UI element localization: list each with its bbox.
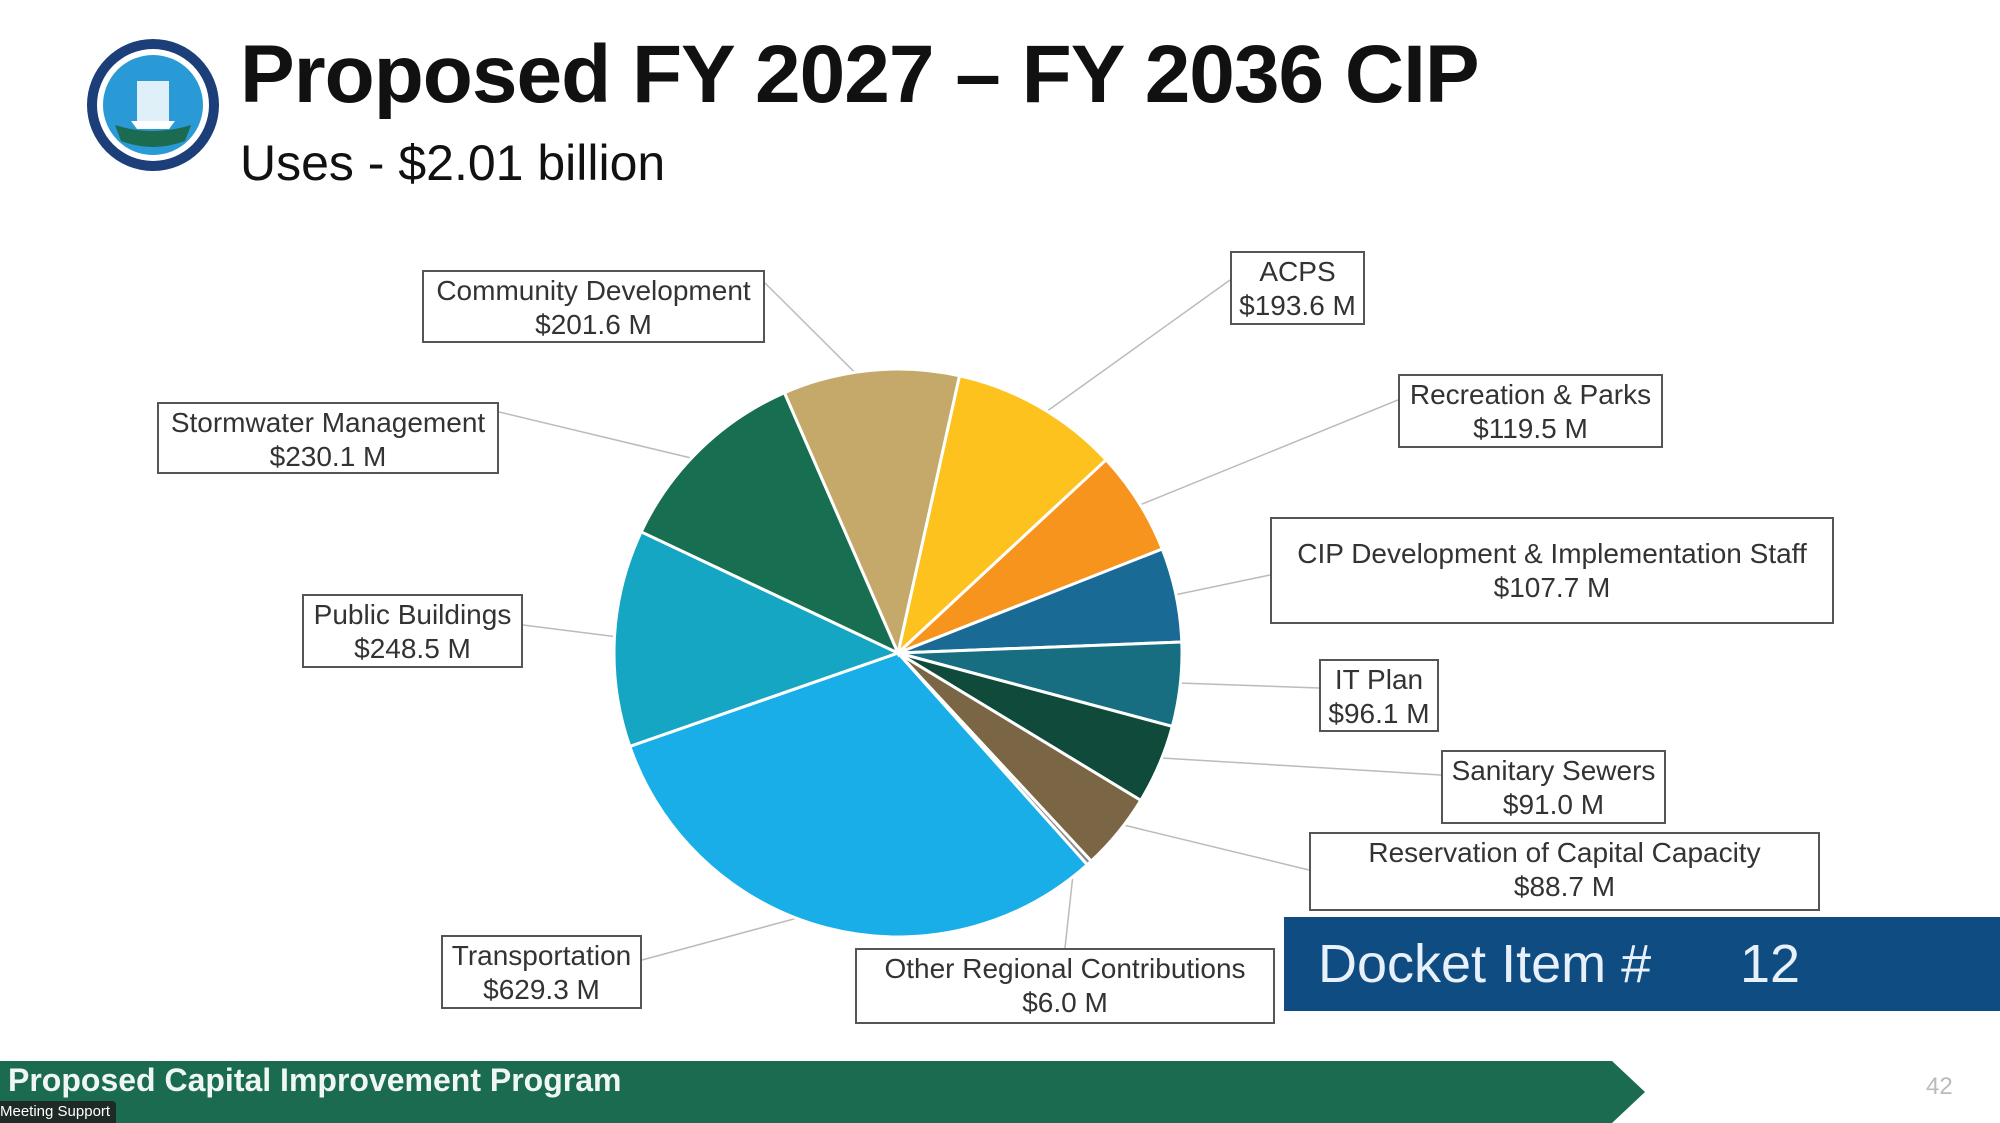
data-label: Stormwater Management $230.1 M bbox=[157, 402, 499, 474]
data-label-name: Other Regional Contributions bbox=[884, 953, 1246, 984]
page-subtitle: Uses - $2.01 billion bbox=[240, 135, 666, 191]
pie-slice-community-development bbox=[782, 367, 962, 658]
data-label-value: $91.0 M bbox=[1502, 789, 1605, 820]
data-label: Reservation of Capital Capacity $88.7 M bbox=[1309, 832, 1820, 911]
docket-label: Docket Item # bbox=[1318, 934, 1652, 994]
leader-line bbox=[1028, 279, 1231, 425]
data-label-name: Recreation & Parks bbox=[1409, 379, 1652, 410]
data-label: Other Regional Contributions $6.0 M bbox=[855, 948, 1275, 1024]
docket-number: 12 bbox=[1740, 934, 1801, 994]
data-label-value: $248.5 M bbox=[354, 633, 471, 664]
leader-line bbox=[1102, 819, 1310, 871]
data-label: ACPS $193.6 M bbox=[1230, 251, 1365, 325]
data-label-name: IT Plan bbox=[1334, 664, 1424, 695]
leader-line bbox=[1140, 755, 1442, 776]
data-label: Community Development $201.6 M bbox=[422, 270, 765, 343]
pie-slice-stormwater-management bbox=[639, 390, 901, 657]
data-label: Public Buildings $248.5 M bbox=[302, 594, 523, 668]
pie-slice-public-buildings bbox=[612, 529, 902, 749]
pie-slice-transportation bbox=[627, 651, 1090, 939]
data-label-value: $6.0 M bbox=[1022, 987, 1108, 1018]
data-label: CIP Development & Implementation Staff $1… bbox=[1270, 517, 1834, 624]
data-label-value: $88.7 M bbox=[1513, 871, 1616, 902]
data-label-name: Community Development bbox=[436, 275, 751, 306]
meeting-support-tag: Meeting Support bbox=[0, 1101, 117, 1123]
leader-line bbox=[1160, 681, 1320, 689]
data-label: Recreation & Parks $119.5 M bbox=[1398, 374, 1663, 448]
data-label: Sanitary Sewers $91.0 M bbox=[1441, 750, 1666, 824]
docket-item-overlay: Docket Item # 12 bbox=[1284, 917, 2000, 1011]
leader-line bbox=[498, 411, 715, 465]
data-label-name: Transportation bbox=[451, 940, 632, 971]
city-seal-logo bbox=[87, 39, 219, 171]
data-label-name: Public Buildings bbox=[313, 599, 512, 630]
footer-banner-text: Proposed Capital Improvement Program bbox=[8, 1062, 622, 1098]
data-label-name: CIP Development & Implementation Staff bbox=[1297, 538, 1807, 569]
data-label-value: $96.1 M bbox=[1328, 698, 1430, 729]
page-number: 42 bbox=[1926, 1073, 1953, 1100]
data-label-value: $230.1 M bbox=[269, 441, 387, 472]
data-label-name: Stormwater Management bbox=[170, 407, 486, 438]
data-label: Transportation $629.3 M bbox=[441, 935, 642, 1009]
data-label-value: $107.7 M bbox=[1493, 572, 1611, 603]
data-label-value: $201.6 M bbox=[535, 309, 652, 340]
data-label-name: Sanitary Sewers bbox=[1451, 755, 1656, 786]
data-label-name: ACPS bbox=[1259, 256, 1336, 287]
data-label-value: $629.3 M bbox=[483, 974, 600, 1005]
pie-slice-acps bbox=[895, 373, 1109, 658]
data-label-name: Reservation of Capital Capacity bbox=[1368, 837, 1761, 868]
data-label-value: $193.6 M bbox=[1239, 290, 1356, 321]
footer-banner bbox=[0, 1061, 1645, 1123]
data-label-value: $119.5 M bbox=[1473, 413, 1588, 444]
leader-line bbox=[1121, 399, 1399, 514]
page-title: Proposed FY 2027 – FY 2036 CIP bbox=[240, 29, 1480, 120]
data-label: IT Plan $96.1 M bbox=[1319, 659, 1439, 732]
